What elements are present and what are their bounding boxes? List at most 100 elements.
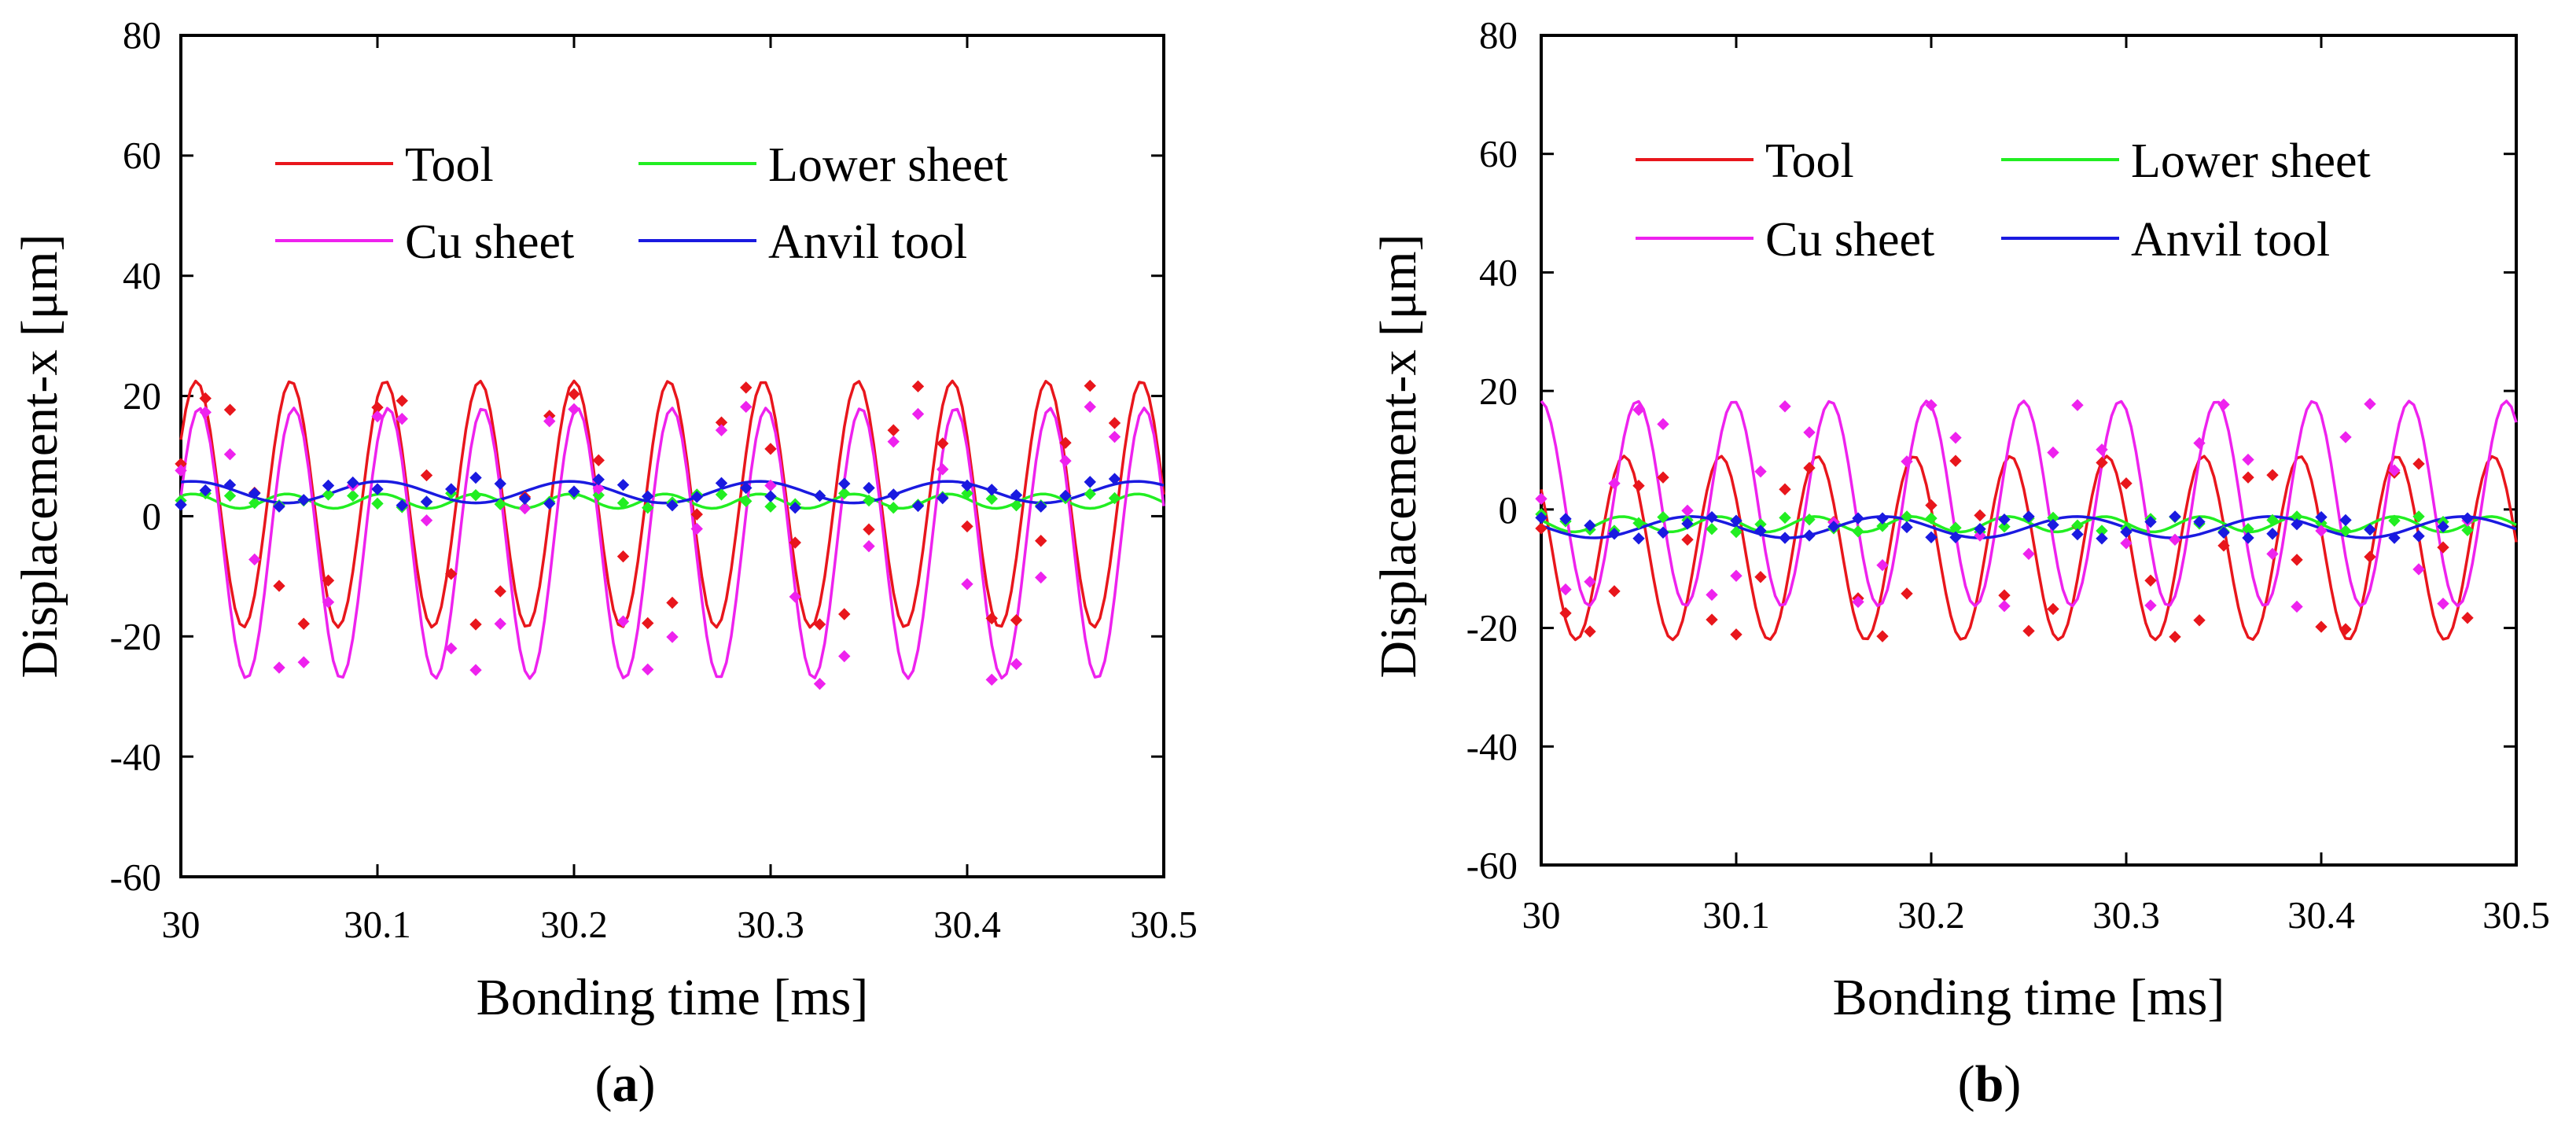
data-point-anvil-tool (1901, 521, 1913, 534)
panel-label-b: (b) (1958, 1055, 2022, 1113)
data-point-tool (2217, 539, 2230, 552)
y-tick-label: 80 (1479, 13, 1518, 57)
data-point-cu-sheet (2071, 399, 2084, 411)
data-point-anvil-tool (2169, 510, 2181, 523)
data-point-cu-sheet (322, 596, 335, 609)
y-tick-label: -40 (110, 735, 161, 778)
data-point-tool (2242, 471, 2254, 484)
data-point-cu-sheet (616, 615, 630, 628)
data-point-cu-sheet (1730, 569, 1742, 582)
data-point-anvil-tool (223, 478, 237, 491)
data-point-cu-sheet (273, 661, 285, 674)
data-point-anvil-tool (371, 483, 384, 495)
data-point-anvil-tool (592, 473, 605, 486)
data-point-anvil-tool (322, 479, 335, 492)
y-tick-label: -60 (110, 856, 161, 899)
x-tick-label: 30.5 (1130, 903, 1198, 946)
y-tick-label: -20 (1466, 606, 1518, 650)
data-point-lower-sheet (1998, 521, 2011, 533)
data-point-tool (642, 617, 654, 630)
legend-label-lower-sheet: Lower sheet (768, 138, 1008, 192)
data-point-cu-sheet (2047, 446, 2059, 459)
series-line-cu-sheet (179, 407, 1165, 680)
data-point-tool (2169, 631, 2181, 643)
data-point-lower-sheet (838, 487, 851, 500)
legend-label-tool: Tool (1765, 134, 1854, 188)
data-point-tool (1681, 533, 1694, 546)
data-point-tool (1803, 462, 1816, 474)
data-point-tool (2461, 612, 2474, 624)
data-point-anvil-tool (1084, 476, 1096, 488)
data-point-cu-sheet (2217, 398, 2230, 411)
data-point-anvil-tool (961, 479, 973, 492)
data-point-tool (1559, 607, 1572, 620)
data-point-cu-sheet (543, 414, 556, 428)
data-point-anvil-tool (2022, 510, 2035, 523)
data-point-lower-sheet (985, 492, 998, 505)
x-tick-label: 30.4 (933, 903, 1001, 946)
data-point-cu-sheet (1779, 400, 1791, 413)
x-tick-label: 30.1 (344, 903, 411, 946)
data-point-cu-sheet (863, 539, 875, 553)
chart-panel-b: 30 30.1 30.2 30.3 30.4 30.5 -60 -40 -20 … (1370, 13, 2550, 1113)
data-point-tool (445, 568, 458, 580)
data-point-cu-sheet (961, 578, 973, 591)
data-point-anvil-tool (2096, 532, 2108, 545)
data-point-cu-sheet (2144, 599, 2157, 612)
data-point-cu-sheet (2412, 563, 2425, 576)
data-point-cu-sheet (2242, 453, 2254, 466)
data-point-tool (1035, 535, 1047, 547)
series-line-tool (179, 379, 1165, 629)
data-point-anvil-tool (420, 495, 433, 508)
data-point-lower-sheet (764, 500, 777, 513)
legend-label-cu-sheet: Cu sheet (405, 215, 574, 269)
data-point-anvil-tool (985, 484, 998, 496)
data-point-cu-sheet (469, 664, 482, 676)
data-point-tool (1084, 379, 1096, 392)
data-point-cu-sheet (371, 410, 384, 423)
data-point-anvil-tool (1852, 512, 1864, 525)
y-axis-label: Displacement-x [μm] (11, 234, 68, 678)
data-point-tool (1108, 417, 1121, 429)
data-point-anvil-tool (1559, 513, 1572, 525)
data-point-tool (1608, 585, 1621, 598)
data-point-anvil-tool (1730, 514, 1742, 527)
data-point-lower-sheet (616, 496, 630, 510)
data-point-anvil-tool (1754, 525, 1767, 537)
legend-label-anvil-tool: Anvil tool (768, 215, 967, 269)
y-tick-label: -60 (1466, 844, 1518, 887)
data-point-lower-sheet (469, 488, 482, 502)
series-line-cu-sheet (1540, 399, 2518, 608)
data-point-lower-sheet (248, 496, 261, 510)
data-point-cu-sheet (2364, 398, 2376, 410)
data-point-cu-sheet (690, 522, 703, 536)
data-point-cu-sheet (2193, 436, 2206, 450)
data-point-lower-sheet (715, 488, 728, 501)
data-point-anvil-tool (1974, 523, 1986, 536)
data-point-anvil-tool (740, 481, 753, 495)
panel-label-a: (a) (595, 1055, 656, 1113)
data-point-anvil-tool (1925, 531, 1938, 543)
data-point-anvil-tool (666, 499, 679, 512)
data-point-tool (322, 574, 335, 587)
data-point-cu-sheet (297, 656, 310, 668)
data-point-tool (2120, 477, 2133, 490)
data-point-cu-sheet (911, 407, 925, 421)
data-point-tool (813, 618, 826, 631)
data-point-cu-sheet (1706, 588, 1718, 602)
data-point-anvil-tool (1998, 513, 2011, 526)
y-tick-label: 60 (123, 134, 161, 177)
data-point-anvil-tool (1632, 532, 1645, 545)
data-point-tool (789, 536, 801, 549)
data-point-cu-sheet (1901, 455, 1913, 468)
data-point-anvil-tool (2047, 518, 2059, 532)
data-point-lower-sheet (961, 487, 973, 500)
data-point-tool (838, 608, 851, 620)
data-point-cu-sheet (2437, 597, 2449, 610)
data-point-cu-sheet (813, 677, 826, 690)
data-point-cu-sheet (518, 502, 532, 515)
data-point-cu-sheet (2096, 444, 2108, 456)
data-point-cu-sheet (1535, 492, 1547, 506)
data-point-anvil-tool (813, 489, 826, 502)
